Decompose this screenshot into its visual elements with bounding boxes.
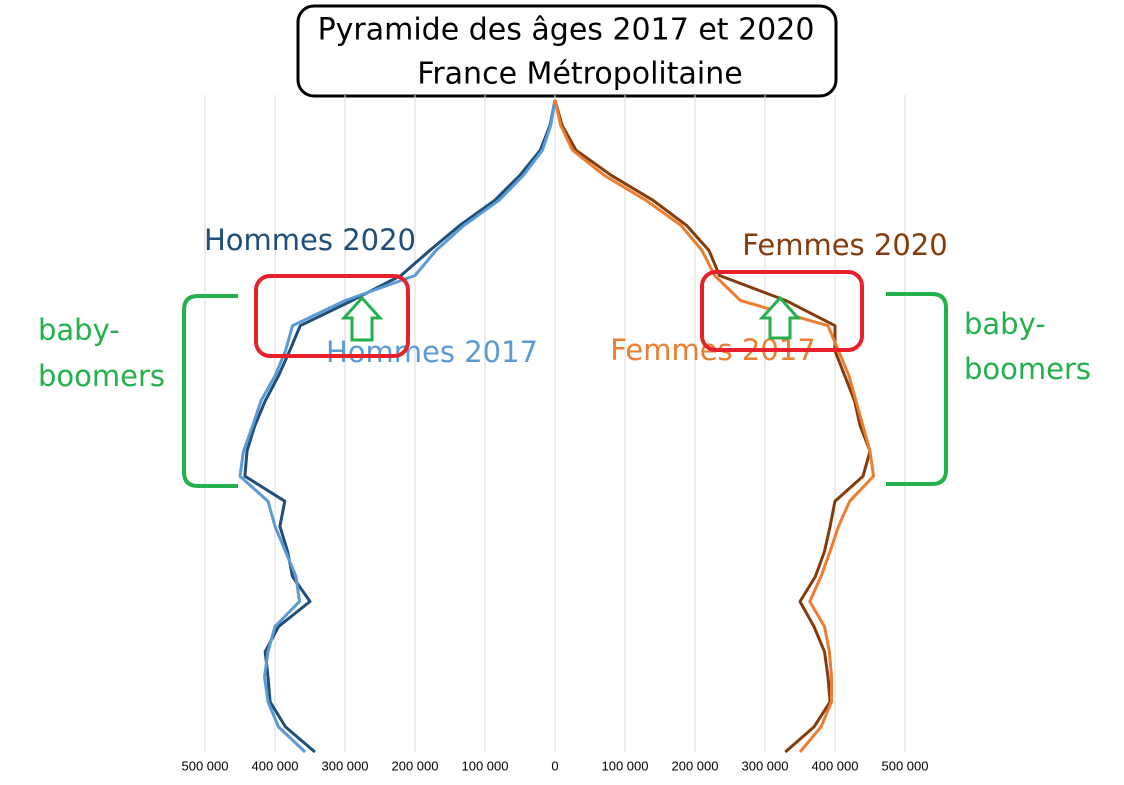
highlight-box (700, 270, 864, 352)
bracket (182, 294, 238, 488)
x-tick-label: 400 000 (812, 758, 859, 773)
series-line (553, 99, 872, 754)
x-tick-label: 200 000 (392, 758, 439, 773)
arrow (340, 295, 384, 342)
chart-subtitle: France Métropolitaine (417, 57, 742, 92)
x-tick-label: 200 000 (672, 758, 719, 773)
bracket (886, 292, 948, 486)
series-line (238, 99, 557, 754)
x-tick-label: 300 000 (322, 758, 369, 773)
arrow (758, 295, 802, 340)
annotation: boomers (38, 359, 165, 393)
x-tick-label: 300 000 (742, 758, 789, 773)
series-label: Femmes 2020 (742, 228, 947, 262)
annotation: baby- (964, 307, 1046, 341)
series-line (243, 99, 557, 754)
x-tick-label: 100 000 (602, 758, 649, 773)
x-tick-label: 0 (551, 758, 558, 773)
chart-title: Pyramide des âges 2017 et 2020 (318, 13, 815, 48)
x-tick-label: 100 000 (462, 758, 509, 773)
x-tick-label: 400 000 (252, 758, 299, 773)
series-label: Hommes 2020 (204, 223, 416, 257)
annotation: boomers (964, 352, 1091, 386)
highlights (182, 270, 948, 488)
x-tick-label: 500 000 (182, 758, 229, 773)
annotation: baby- (38, 313, 120, 347)
highlight-box (254, 274, 410, 358)
x-tick-label: 500 000 (882, 758, 929, 773)
grid: 500 000 400 000 300 000 200 000 100 000 0 100 … (182, 95, 929, 773)
series-line (553, 99, 875, 753)
title-box (296, 4, 838, 98)
